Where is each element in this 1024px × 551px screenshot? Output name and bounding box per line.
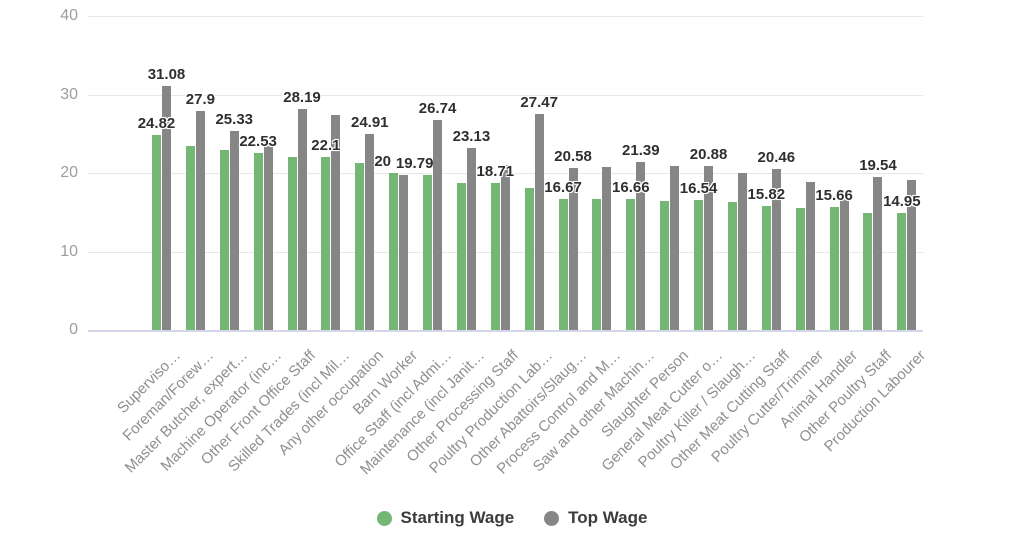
y-axis-tick: 0 <box>69 321 78 338</box>
bar-top-wage <box>365 134 375 330</box>
bar-starting-wage <box>761 205 771 330</box>
data-label: 16.66 <box>612 179 650 197</box>
bar-starting-wage <box>558 199 568 330</box>
data-label: 14.95 <box>883 192 921 210</box>
data-label: 28.19 <box>283 88 321 106</box>
data-label: 23.13 <box>452 128 491 146</box>
bar-starting-wage <box>795 208 805 330</box>
bar-top-wage <box>907 180 917 330</box>
data-label: 20.88 <box>689 146 728 164</box>
data-label: 21.39 <box>622 142 660 160</box>
bar-top-wage <box>873 176 883 330</box>
bar-top-wage <box>195 110 205 330</box>
data-label: 19.79 <box>395 154 434 172</box>
y-axis-tick: 10 <box>60 242 78 260</box>
data-label: 25.33 <box>215 111 254 129</box>
bar-top-wage <box>534 114 544 330</box>
data-label: 27.9 <box>185 90 215 108</box>
bar-top-wage <box>805 181 815 330</box>
bar-top-wage <box>263 142 273 330</box>
data-label: 27.47 <box>520 94 558 112</box>
bar-starting-wage <box>321 156 331 330</box>
bar-starting-wage <box>829 207 839 330</box>
bar-starting-wage <box>897 212 907 330</box>
data-label: 24.82 <box>137 115 176 133</box>
y-axis-tick: 30 <box>60 85 78 103</box>
bar-starting-wage <box>253 153 263 330</box>
bar-top-wage <box>670 165 680 330</box>
data-label: 20 <box>374 153 391 170</box>
legend-item-top-wage[interactable]: Top Wage <box>544 508 647 528</box>
starting-wage-swatch-icon <box>376 510 392 526</box>
data-label: 24.91 <box>350 114 389 132</box>
data-label: 26.74 <box>418 100 457 118</box>
data-label: 20.58 <box>554 148 592 166</box>
data-label: 18.71 <box>476 163 515 181</box>
bar-top-wage <box>297 108 307 330</box>
bar-starting-wage <box>152 135 161 330</box>
bar-starting-wage <box>185 146 195 330</box>
bar-top-wage <box>839 196 849 330</box>
bar-top-wage <box>500 165 510 330</box>
bar-starting-wage <box>863 213 873 330</box>
bar-top-wage <box>771 169 781 330</box>
bar-starting-wage <box>423 175 433 330</box>
x-axis-line <box>88 330 923 332</box>
data-label: 19.54 <box>859 156 897 174</box>
bar-top-wage <box>229 131 239 330</box>
bar-starting-wage <box>727 202 737 330</box>
gridline <box>88 94 923 96</box>
gridline <box>88 16 923 17</box>
bar-top-wage <box>568 168 578 330</box>
data-label: 15.66 <box>815 187 853 205</box>
bar-top-wage <box>602 166 612 330</box>
bar-starting-wage <box>592 198 602 330</box>
bar-top-wage <box>331 114 341 330</box>
bar-starting-wage <box>389 173 399 330</box>
data-label: 31.08 <box>147 66 186 84</box>
data-label: 16.54 <box>679 180 718 198</box>
bar-starting-wage <box>524 187 534 330</box>
bar-top-wage <box>636 162 646 330</box>
bar-starting-wage <box>287 157 297 330</box>
bar-top-wage <box>162 86 171 330</box>
legend-item-starting-wage[interactable]: Starting Wage <box>376 508 515 528</box>
bar-starting-wage <box>355 162 365 330</box>
bar-starting-wage <box>219 150 229 330</box>
data-label: 20.46 <box>757 149 796 167</box>
bar-starting-wage <box>660 201 670 330</box>
chart-legend: Starting Wage Top Wage <box>0 508 1024 528</box>
bar-top-wage <box>466 148 476 330</box>
data-label: 15.82 <box>747 185 786 203</box>
y-axis-tick: 40 <box>60 7 78 24</box>
bar-starting-wage <box>694 200 704 330</box>
bar-starting-wage <box>626 199 636 330</box>
bar-top-wage <box>433 120 443 330</box>
data-label: 22.53 <box>239 133 277 151</box>
bar-starting-wage <box>456 183 466 330</box>
data-label: 16.67 <box>544 179 582 197</box>
bar-top-wage <box>704 166 714 330</box>
legend-label-top-wage: Top Wage <box>568 508 648 527</box>
bar-top-wage <box>737 173 747 330</box>
y-axis-tick: 20 <box>60 164 78 181</box>
legend-label-starting-wage: Starting Wage <box>400 508 515 527</box>
data-label: 22.1 <box>311 136 341 154</box>
bar-starting-wage <box>490 183 500 330</box>
bar-top-wage <box>399 174 409 330</box>
top-wage-swatch-icon <box>544 510 560 526</box>
